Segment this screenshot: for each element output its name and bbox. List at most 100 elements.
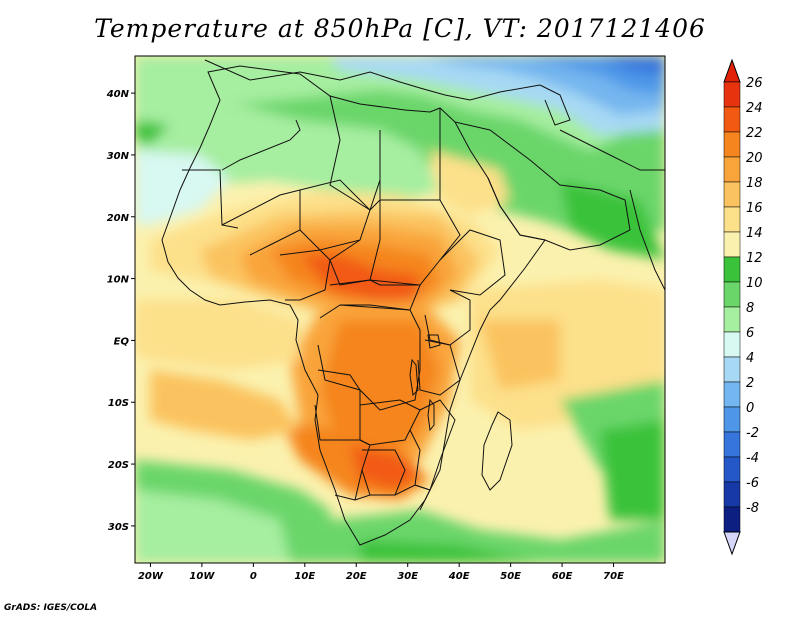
lat-tick-label: EQ: [114, 336, 130, 347]
colorbar-label: 12: [746, 251, 763, 266]
field-indian-darkgreen: [600, 420, 665, 520]
colorbar-label: 20: [746, 151, 763, 166]
lat-tick-label: 10N: [107, 275, 130, 286]
colorbar-segment: [723, 431, 741, 458]
lat-tick-label: 20N: [107, 213, 130, 224]
field-sahel-hot: [300, 255, 420, 300]
lon-tick-label: 20W: [138, 571, 164, 582]
lat-tick-label: 20S: [108, 460, 129, 471]
border-mozambique: [409, 399, 456, 491]
map-title: Temperature at 850hPa [C], VT: 201712140…: [94, 14, 706, 43]
colorbar-segment: [723, 456, 741, 483]
colorbar-segment: [723, 106, 741, 133]
colorbar-label: -4: [746, 451, 759, 466]
colorbar-label: 14: [746, 226, 763, 241]
map-frame: [134, 55, 666, 564]
field-north-darkerblue: [600, 56, 665, 75]
lat-tick-label: 40N: [106, 89, 130, 100]
colorbar-segment: [723, 281, 741, 308]
lon-tick-label: 40E: [448, 571, 470, 582]
lon-tick-label: 20E: [346, 571, 367, 582]
lake-tanganyika: [409, 358, 419, 397]
coastline-iran-pakistan: [559, 129, 665, 171]
lon-tick-label: 0: [250, 571, 257, 582]
border-mali: [221, 189, 301, 256]
colorbar-segment: [723, 306, 741, 333]
grads-credit: GrADS: IGES/COLA: [4, 603, 98, 613]
coastline-india: [629, 189, 665, 291]
colorbar-label: -6: [746, 476, 759, 491]
colorbar-segment: [723, 331, 741, 358]
coastline-caspian: [539, 84, 571, 126]
colorbar-segment: [723, 381, 741, 408]
colorbar-segment: [723, 206, 741, 233]
coastline-arabia: [454, 121, 631, 251]
lat-tick-label: 30S: [108, 522, 129, 533]
colorbar-label: 26: [746, 76, 763, 91]
border-botswana: [361, 449, 406, 496]
country-borders: [161, 59, 665, 546]
colorbar-label: 4: [746, 351, 754, 366]
colorbar-label: -8: [746, 501, 759, 516]
coastline-mediterranean-north: [204, 59, 541, 101]
border-kenya: [424, 289, 471, 346]
border-namibia: [320, 439, 371, 501]
border-south-africa: [354, 484, 431, 511]
colorbar-segment: [723, 181, 741, 208]
border-nigeria: [279, 249, 331, 301]
colorbar-label: -2: [746, 426, 759, 441]
lake-victoria: [427, 334, 441, 349]
border-west-sahara: [182, 169, 239, 229]
colorbar-segment: [723, 506, 741, 533]
lake-malawi: [427, 398, 435, 432]
colorbar-segment: [723, 256, 741, 283]
lat-tick-label: 10S: [108, 398, 129, 409]
colorbar-label: 18: [746, 176, 763, 191]
colorbar-label: 6: [746, 326, 754, 341]
colorbar-segment: [723, 81, 741, 108]
field-arabia-darkgreen: [560, 180, 665, 260]
axis-ticks: 20W 10W 0 10E 20E 30E 40E 50E 60E 70E 40N 30N 20N 10N…: [106, 89, 624, 582]
colorbar-segment: [723, 156, 741, 183]
colorbar-segment: [723, 231, 741, 258]
colorbar-label: 16: [746, 201, 763, 216]
lat-tick-label: 30N: [107, 151, 130, 162]
field-redsea-yellow: [430, 150, 510, 215]
colorbar-label: 8: [746, 301, 754, 316]
border-algeria: [221, 119, 301, 171]
field-southwest-lightgreen: [135, 490, 290, 563]
field-central-orange2: [320, 320, 440, 470]
border-ethiopia: [439, 229, 506, 296]
colorbar-label: 22: [746, 126, 763, 141]
border-tanzania: [417, 339, 461, 396]
colorbar-top-arrow: [723, 58, 741, 83]
colorbar-segment: [723, 356, 741, 383]
border-car: [329, 279, 421, 311]
colorbar-segment: [723, 406, 741, 433]
field-gulfguinea-yellow: [135, 300, 300, 370]
field-westsahara-pale: [135, 150, 230, 225]
colorbar-bottom-arrow: [723, 531, 741, 556]
colorbar-label: 10: [746, 276, 763, 291]
colorbar-label: 24: [746, 101, 763, 116]
coastline-madagascar: [481, 411, 513, 491]
coastline-africa: [161, 65, 546, 546]
lon-tick-label: 60E: [552, 571, 573, 582]
field-southatlantic-orange: [150, 370, 300, 440]
border-angola: [314, 369, 361, 441]
colorbar-segment: [723, 481, 741, 508]
lon-tick-label: 50E: [500, 571, 521, 582]
border-niger: [299, 179, 371, 251]
lon-tick-label: 10E: [294, 571, 315, 582]
field-indian-orange: [480, 320, 560, 390]
lon-tick-label: 10W: [189, 571, 215, 582]
field-kalahari-hot: [350, 445, 420, 490]
field-atlantic-green: [135, 120, 170, 145]
colorbar-segment: [723, 131, 741, 158]
field-south-darkgreen: [360, 540, 540, 563]
lon-tick-label: 70E: [603, 571, 624, 582]
colorbar-label: 0: [746, 401, 754, 416]
lon-tick-label: 30E: [397, 571, 418, 582]
